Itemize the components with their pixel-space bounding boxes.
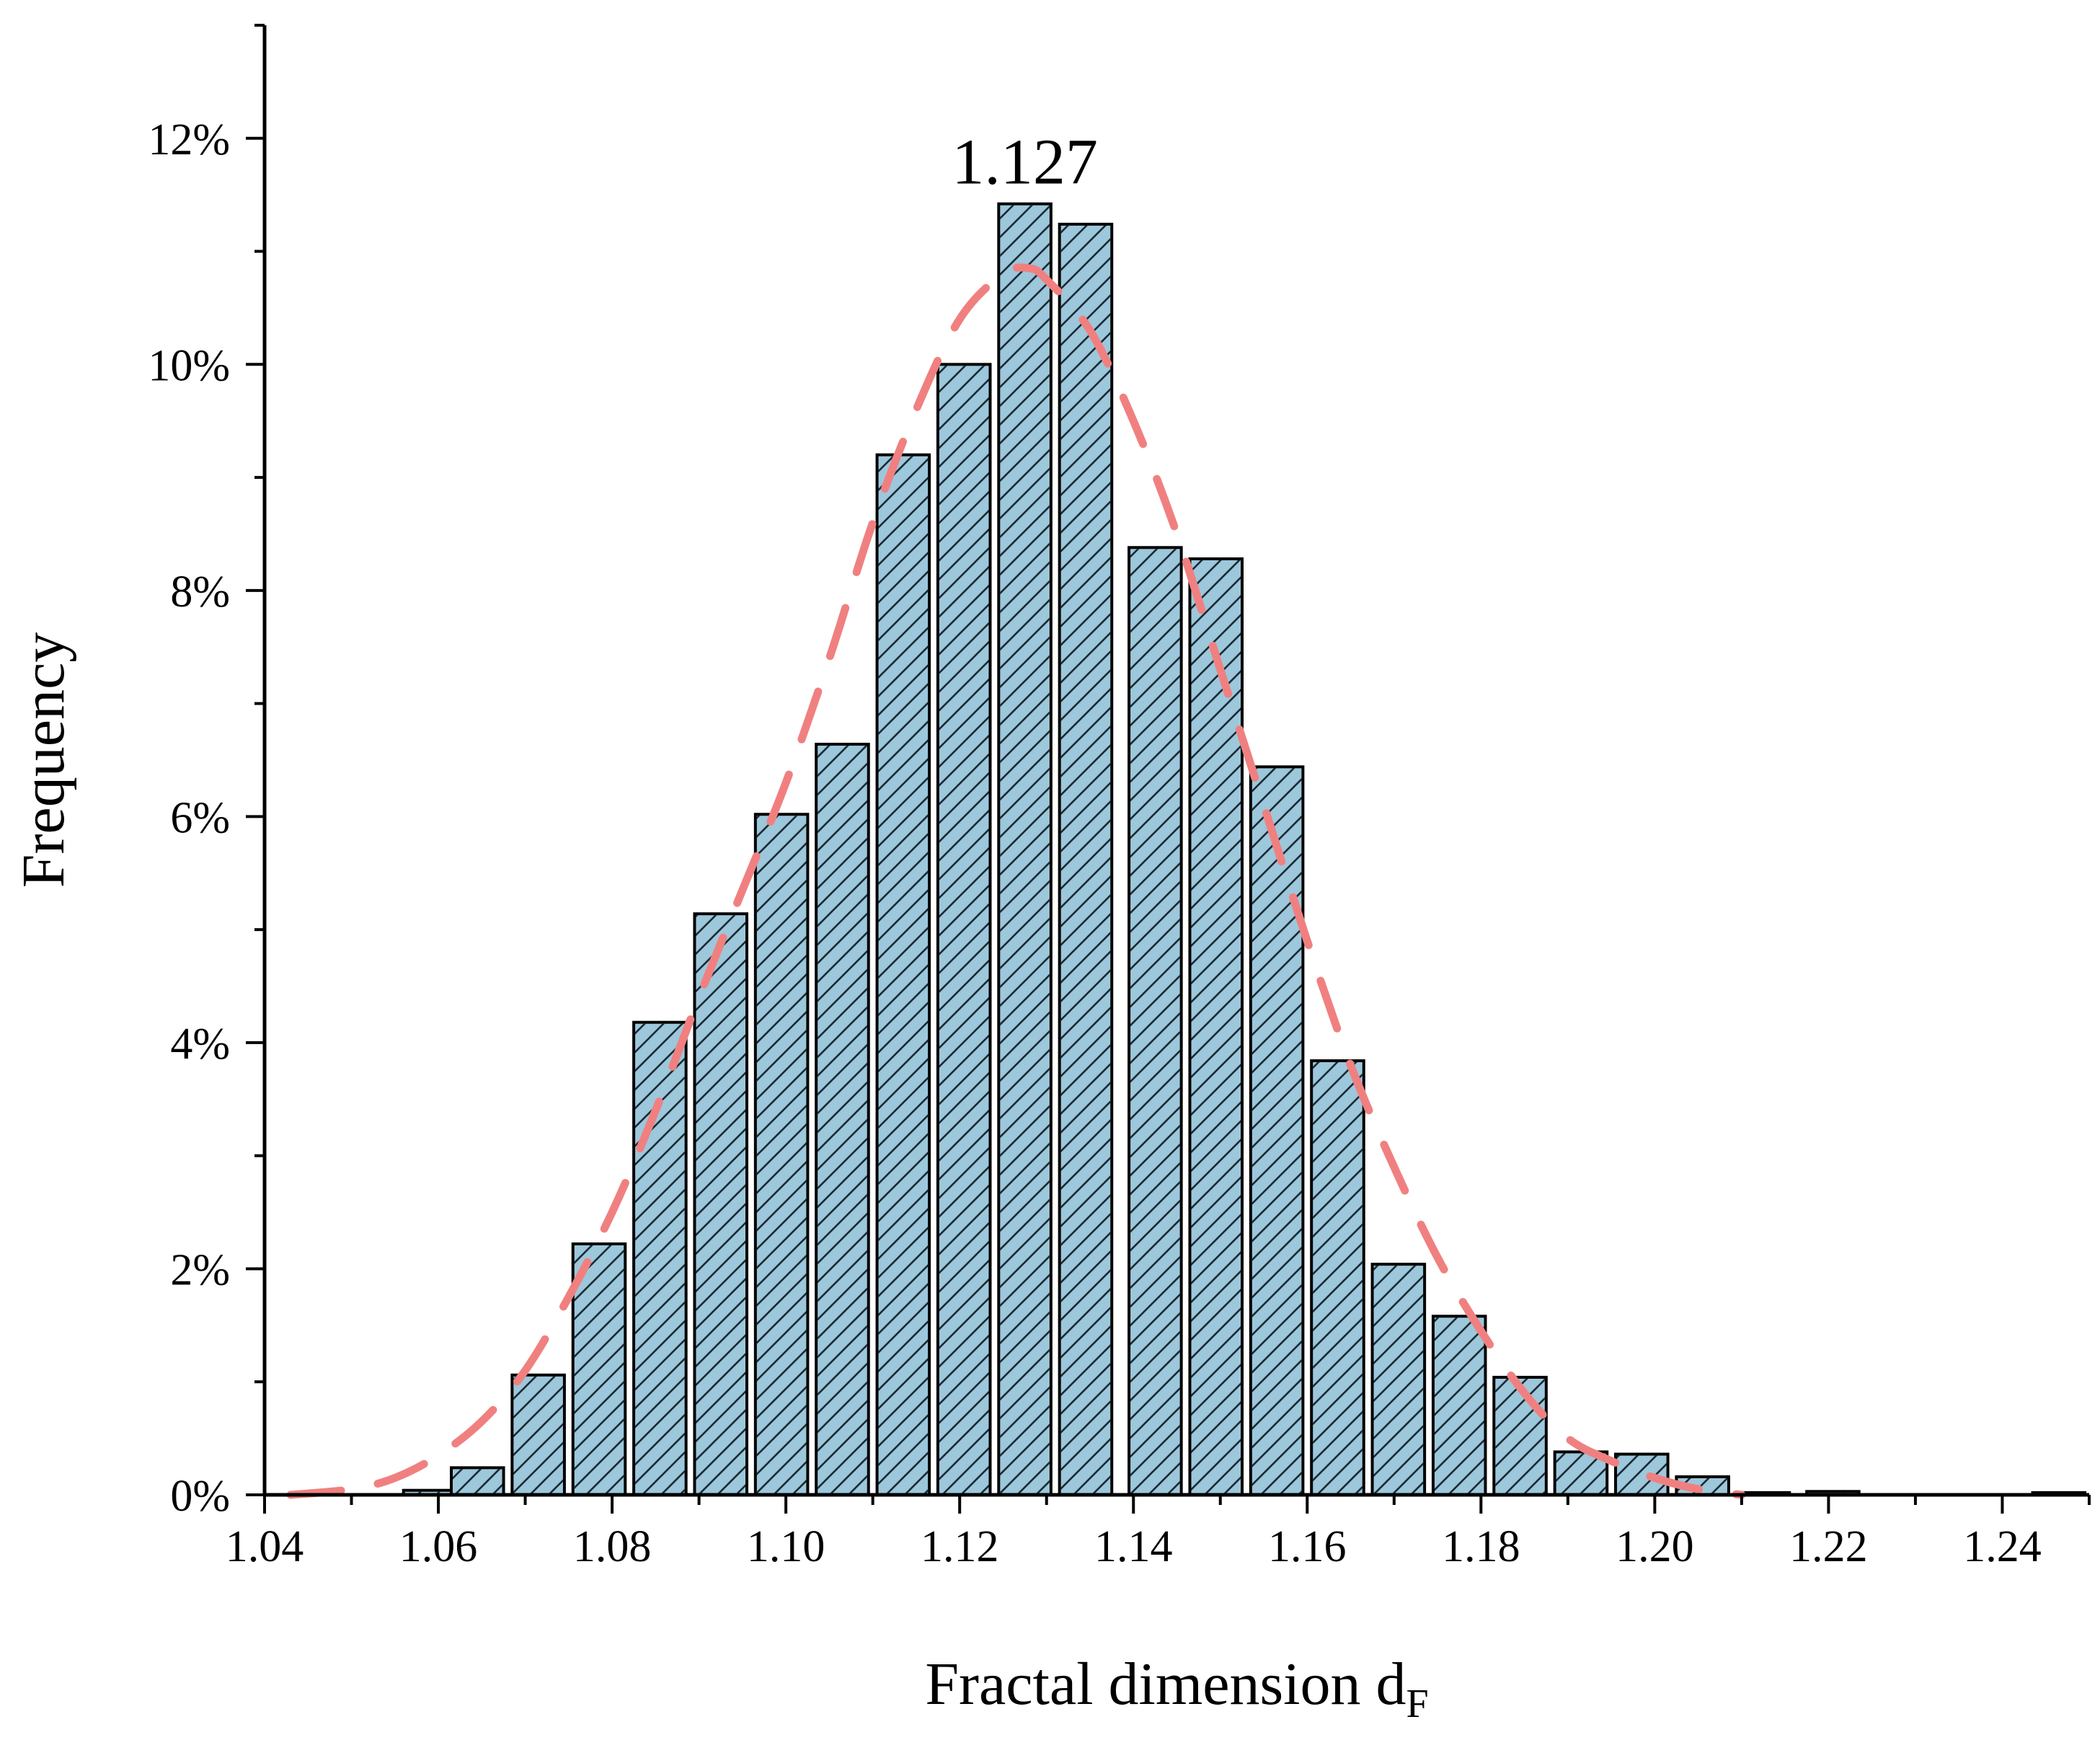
y-tick-label: 6% [170, 793, 230, 842]
bar-fill-12 [1127, 546, 1183, 1497]
x-tick-label: 1.22 [1789, 1522, 1868, 1571]
bar-fill-17 [1431, 1315, 1487, 1496]
bar-16 [1370, 1263, 1427, 1497]
fitted-curve [286, 263, 1746, 1499]
bar-4 [632, 1020, 688, 1496]
bar-fill-14 [1249, 765, 1305, 1496]
bar-11 [1058, 222, 1114, 1497]
bar-fill-8 [875, 453, 931, 1497]
bar-fill-10 [997, 202, 1053, 1496]
bar-fill-16 [1370, 1263, 1427, 1497]
bar-fill-4 [632, 1020, 688, 1496]
bar-17 [1431, 1315, 1487, 1496]
bar-2 [510, 1373, 566, 1496]
x-tick-label: 1.10 [747, 1522, 825, 1571]
bar-9 [936, 363, 992, 1496]
x-tick-label: 1.04 [226, 1522, 304, 1571]
bar-fill-9 [936, 363, 992, 1496]
bar-fill-2 [510, 1373, 566, 1496]
bar-fill-20 [1614, 1452, 1670, 1497]
bar-fill-7 [815, 743, 870, 1496]
x-axis-title: Fractal dimension dF [925, 1651, 1428, 1726]
x-tick-label: 1.16 [1268, 1522, 1347, 1571]
bar-20 [1614, 1452, 1670, 1497]
bar-7 [815, 743, 870, 1496]
x-tick-label: 1.12 [921, 1522, 999, 1571]
bar-fill-6 [753, 813, 810, 1497]
bar-fill-18 [1492, 1375, 1548, 1496]
bar-12 [1127, 546, 1183, 1497]
bar-fill-5 [693, 912, 749, 1496]
bar-fill-1 [450, 1466, 505, 1496]
bar-fill-11 [1058, 222, 1114, 1497]
x-axis-title-subscript: F [1406, 1682, 1429, 1726]
x-tick-label: 1.08 [573, 1522, 652, 1571]
x-axis-title-main: Fractal dimension d [925, 1651, 1406, 1718]
y-axis-title: Frequency [10, 632, 77, 888]
x-tick-label: 1.24 [1963, 1522, 2042, 1571]
x-ticks-group: 1.04 1.06 1.08 1.10 1.12 1.14 1.16 1.18 1.20 1.22… [226, 1495, 2091, 1571]
y-tick-label: 4% [170, 1020, 230, 1069]
bar-5 [693, 912, 749, 1496]
bar-10 [997, 202, 1053, 1496]
y-tick-label: 0% [170, 1472, 230, 1521]
y-tick-label: 8% [170, 568, 230, 617]
bar-fill-15 [1310, 1059, 1365, 1496]
x-tick-label: 1.06 [399, 1522, 478, 1571]
bar-6 [753, 813, 810, 1497]
bar-15 [1310, 1059, 1365, 1496]
y-tick-label: 12% [148, 115, 230, 164]
x-tick-label: 1.20 [1616, 1522, 1694, 1571]
bar-14 [1249, 765, 1305, 1496]
y-tick-label: 10% [148, 341, 230, 390]
y-tick-label: 2% [170, 1245, 230, 1294]
y-ticks-group: 0% 2% 4% 6% 8% 10% 12% [148, 24, 265, 1521]
x-tick-label: 1.18 [1442, 1522, 1520, 1571]
bars-group [402, 202, 2087, 1497]
x-tick-label: 1.14 [1094, 1522, 1173, 1571]
bar-fill-13 [1188, 557, 1244, 1496]
bar-1 [450, 1466, 505, 1496]
bar-13 [1188, 557, 1244, 1496]
bar-8 [875, 453, 931, 1497]
peak-annotation: 1.127 [952, 126, 1098, 198]
bar-18 [1492, 1375, 1548, 1496]
